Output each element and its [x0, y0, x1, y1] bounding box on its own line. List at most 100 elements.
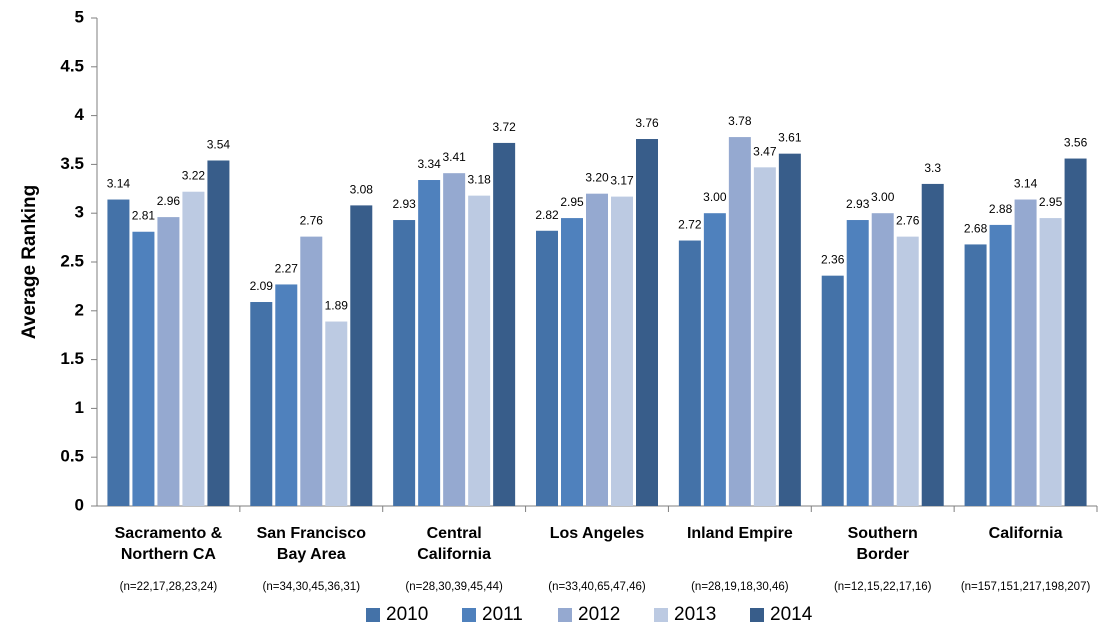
bar-2014-cat-0: [207, 160, 230, 506]
y-axis-label: Average Ranking: [19, 185, 40, 340]
category-count-6: (n=157,151,217,198,207): [961, 581, 1091, 593]
y-tick-label: 2: [75, 300, 84, 319]
bar-2011-cat-1: [275, 284, 298, 506]
y-tick-label: 5: [75, 7, 84, 26]
bar-2013-cat-0: [182, 191, 205, 506]
bar-2012-cat-3: [586, 193, 608, 506]
bar-2013-cat-1: [325, 321, 348, 506]
data-label-2013-cat-5: 2.76: [896, 214, 920, 228]
data-label-2010-cat-0: 3.14: [107, 177, 131, 191]
bar-2011-cat-6: [989, 224, 1012, 507]
category-count-3: (n=33,40,65,47,46): [548, 581, 646, 593]
category-count-0: (n=22,17,28,23,24): [120, 581, 218, 593]
data-label-2012-cat-6: 3.14: [1014, 177, 1038, 191]
bar-2013-cat-6: [1039, 218, 1062, 506]
y-tick-label: 0: [75, 495, 84, 514]
bar-2014-cat-4: [778, 153, 801, 506]
bar-2013-cat-3: [611, 196, 633, 506]
bar-2010-cat-5: [821, 275, 844, 506]
bar-2014-cat-1: [350, 205, 373, 506]
bar-2013-cat-2: [468, 195, 491, 506]
bar-2011-cat-2: [418, 180, 441, 507]
data-label-2014-cat-4: 3.61: [778, 131, 802, 145]
category-count-2: (n=28,30,39,45,44): [405, 581, 503, 593]
y-tick-label: 3.5: [60, 154, 84, 173]
data-label-2011-cat-1: 2.27: [275, 261, 299, 275]
bar-2014-cat-6: [1064, 158, 1087, 506]
data-label-2011-cat-4: 3.00: [703, 190, 727, 204]
legend-label-2013: 2013: [674, 604, 716, 625]
y-axis-ticks: 0 0.5 1 1.5 2 2.5 3 3.5 4 4.5 5: [60, 7, 97, 514]
bar-2012-cat-0: [157, 217, 180, 506]
data-label-2013-cat-1: 1.89: [325, 299, 349, 313]
legend-swatch-2014: [750, 608, 764, 622]
data-label-2012-cat-4: 3.78: [728, 114, 752, 128]
data-label-2010-cat-5: 2.36: [821, 253, 845, 267]
y-tick-label: 3: [75, 203, 84, 222]
data-labels: 3.14 2.812.963.22 3.54 2.092.27 2.76 1.89 3.08…: [107, 114, 1088, 312]
data-label-2012-cat-3: 3.20: [585, 171, 609, 185]
category-label-0-line-1: Northern CA: [121, 546, 217, 563]
category-label-4-line-0: Inland Empire: [687, 525, 793, 542]
category-label-2-line-1: California: [417, 546, 491, 563]
data-label-2014-cat-5: 3.3: [924, 161, 941, 175]
bar-2010-cat-2: [393, 220, 416, 507]
bars: [107, 137, 1087, 507]
data-label-2014-cat-2: 3.72: [492, 120, 516, 134]
y-tick-label: 1: [75, 398, 84, 417]
bar-2011-cat-3: [561, 218, 583, 506]
data-label-2010-cat-3: 2.82: [535, 208, 559, 222]
data-label-2014-cat-0: 3.54: [207, 137, 231, 151]
bar-2010-cat-4: [678, 240, 701, 506]
y-tick-label: 1.5: [60, 349, 84, 368]
data-label-2014-cat-1: 3.08: [350, 182, 374, 196]
category-count-4: (n=28,19,18,30,46): [691, 581, 789, 593]
bar-2012-cat-1: [300, 236, 323, 506]
bar-2011-cat-4: [703, 213, 726, 506]
y-tick-label: 0.5: [60, 447, 84, 466]
category-label-2-line-0: Central: [427, 525, 482, 542]
data-label-2013-cat-2: 3.18: [467, 173, 491, 187]
y-tick-label: 2.5: [60, 251, 84, 270]
data-label-2010-cat-1: 2.09: [250, 279, 274, 293]
y-tick-label: 4: [75, 105, 85, 124]
category-label-1-line-1: Bay Area: [277, 546, 346, 563]
bar-2013-cat-4: [753, 167, 776, 506]
data-label-2010-cat-4: 2.72: [678, 218, 702, 232]
bar-2012-cat-4: [728, 137, 751, 506]
data-label-2013-cat-0: 3.22: [182, 169, 206, 183]
legend-label-2014: 2014: [770, 604, 813, 625]
data-label-2012-cat-2: 3.41: [442, 150, 466, 164]
legend-swatch-2010: [366, 608, 380, 622]
bar-2010-cat-6: [964, 244, 987, 506]
data-label-2013-cat-6: 2.95: [1039, 195, 1063, 209]
data-label-2013-cat-4: 3.47: [753, 144, 777, 158]
legend-label-2012: 2012: [578, 604, 620, 625]
data-label-2011-cat-0: 2.81: [132, 209, 156, 223]
category-label-1-line-0: San Francisco: [257, 525, 367, 542]
bar-2014-cat-3: [636, 139, 658, 507]
data-label-2011-cat-5: 2.93: [846, 197, 870, 211]
y-tick-label: 4.5: [60, 56, 84, 75]
bar-2011-cat-5: [846, 220, 869, 507]
category-label-0-line-0: Sacramento &: [115, 525, 223, 542]
data-label-2010-cat-2: 2.93: [392, 197, 416, 211]
bar-2010-cat-1: [250, 302, 273, 506]
legend-label-2010: 2010: [386, 604, 428, 625]
data-label-2010-cat-6: 2.68: [964, 221, 988, 235]
category-count-5: (n=12,15,22,17,16): [834, 581, 932, 593]
legend-swatch-2013: [654, 608, 668, 622]
category-label-6-line-0: California: [989, 525, 1063, 542]
bar-2014-cat-5: [921, 183, 944, 507]
bar-2010-cat-0: [107, 199, 130, 506]
data-label-2011-cat-6: 2.88: [989, 202, 1013, 216]
bar-2012-cat-6: [1014, 199, 1037, 506]
legend-label-2011: 2011: [482, 604, 523, 625]
legend: 2010 2011 2012 2013 2014: [366, 604, 813, 625]
data-label-2011-cat-3: 2.95: [560, 195, 584, 209]
data-label-2011-cat-2: 3.34: [417, 157, 441, 171]
bar-2014-cat-2: [493, 142, 516, 507]
bar-2012-cat-2: [443, 173, 466, 506]
bar-2011-cat-0: [132, 231, 155, 506]
